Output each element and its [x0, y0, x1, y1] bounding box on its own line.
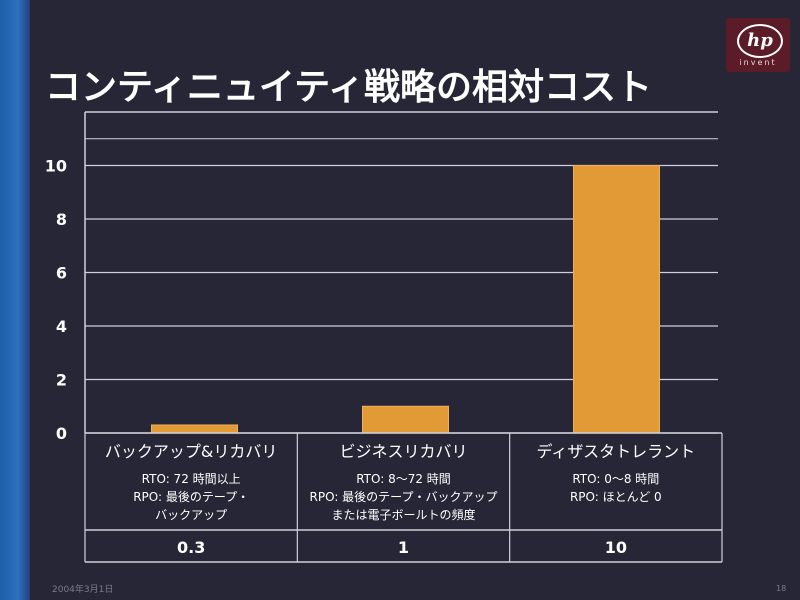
- category-detail: RTO: 72 時間以上: [142, 472, 241, 486]
- value-label: 1: [398, 538, 409, 557]
- category-detail: RPO: 最後のテープ・: [133, 490, 249, 504]
- y-tick-label: 0: [56, 424, 67, 443]
- y-tick-label: 8: [56, 210, 67, 229]
- bar-2: [362, 405, 449, 434]
- page-number: 18: [776, 584, 787, 593]
- category-detail: RTO: 8～72 時間: [356, 472, 451, 486]
- hp-logo-tagline: invent: [739, 58, 777, 67]
- bar-1: [151, 424, 238, 434]
- category-label: バックアップ&リカバリ: [105, 442, 277, 461]
- footer-date: 2004年3月1日: [52, 585, 114, 595]
- category-detail: RTO: 0～8 時間: [572, 472, 659, 486]
- y-tick-label: 6: [56, 264, 67, 283]
- hp-logo-mark: hp: [737, 24, 783, 58]
- y-tick-label: 2: [56, 371, 67, 390]
- hp-logo: hp invent: [726, 18, 790, 72]
- category-detail: RPO: ほとんど 0: [570, 490, 662, 504]
- category-detail: または電子ボールトの頻度: [331, 507, 475, 522]
- y-tick-label: 4: [56, 317, 67, 336]
- slide-title: コンティニュイティ戦略の相対コスト: [45, 67, 652, 108]
- bar-3: [573, 165, 660, 434]
- category-label: ディザスタトレラント: [536, 442, 695, 461]
- left-accent-band: [0, 0, 30, 600]
- y-tick-label: 10: [45, 157, 67, 176]
- value-label: 0.3: [177, 538, 205, 557]
- category-label: ビジネスリカバリ: [339, 442, 467, 461]
- category-detail: バックアップ: [155, 508, 227, 522]
- value-label: 10: [605, 538, 627, 557]
- slide-background: [30, 0, 800, 600]
- category-detail: RPO: 最後のテープ・バックアップ: [310, 490, 498, 504]
